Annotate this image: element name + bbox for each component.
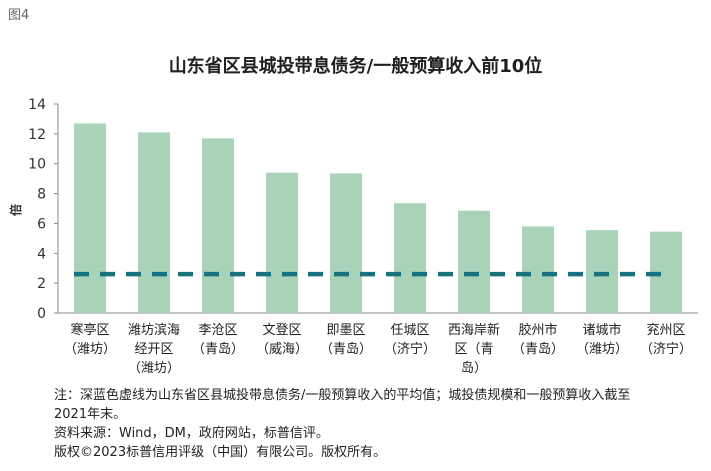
- x-tick-label: 潍坊滨海: [128, 322, 180, 338]
- x-tick-label: 兖州区: [646, 323, 685, 338]
- x-tick-label: 文登区: [262, 323, 301, 338]
- x-tick-label: （威海）: [256, 342, 308, 357]
- y-axis-label: 倍: [8, 204, 23, 216]
- figure-label: 图4: [8, 8, 30, 23]
- bar: [202, 138, 234, 313]
- y-tick-label: 6: [37, 216, 46, 232]
- x-tick-label: 经开区: [134, 342, 173, 357]
- note-line: 2021年末。: [54, 407, 127, 422]
- bar: [394, 203, 426, 313]
- notes: 注：深蓝色虚线为山东省区县城投带息债务/一般预算收入的平均值；城投债规模和一般预…: [54, 386, 630, 462]
- y-tick-label: 4: [37, 246, 46, 262]
- source-line: 资料来源：Wind，DM，政府网站，标普信评。: [54, 426, 329, 441]
- y-tick-label: 10: [28, 157, 46, 173]
- x-tick-label: 诸城市: [582, 322, 621, 338]
- x-tick-label: （济宁）: [384, 341, 436, 357]
- x-tick-label: 胶州市: [518, 322, 557, 338]
- bar: [522, 226, 554, 313]
- bar: [586, 230, 618, 313]
- x-tick-label: （青岛）: [192, 341, 244, 357]
- bar: [74, 123, 106, 314]
- x-tick-label: 李沧区: [198, 322, 237, 338]
- note-line: 注：深蓝色虚线为山东省区县城投带息债务/一般预算收入的平均值；城投债规模和一般预…: [54, 388, 631, 403]
- x-tick-label: 任城区: [390, 323, 429, 338]
- y-tick-label: 14: [28, 97, 46, 113]
- x-tick-label: （济宁）: [640, 341, 692, 357]
- x-tick-label: （青岛）: [320, 341, 372, 357]
- x-tick-label: （潍坊）: [576, 342, 628, 357]
- bar: [138, 132, 170, 313]
- x-tick-label: 区（青: [454, 342, 493, 357]
- y-tick-label: 8: [37, 187, 46, 203]
- x-tick-label: （潍坊）: [128, 361, 180, 376]
- chart-title: 山东省区县城投带息债务/一般预算收入前10位: [168, 56, 543, 77]
- x-tick-label: 寒亭区: [70, 322, 109, 338]
- x-tick-label: （青岛）: [512, 341, 564, 357]
- y-tick-label: 12: [28, 127, 46, 143]
- x-tick-label: 岛）: [461, 360, 487, 376]
- y-tick-label: 0: [37, 306, 46, 322]
- copyright-line: 版权©2023标普信用评级（中国）有限公司。版权所有。: [54, 445, 387, 460]
- y-tick-label: 2: [37, 276, 46, 292]
- x-tick-label: （潍坊）: [64, 342, 116, 357]
- bar: [266, 172, 298, 313]
- x-tick-label: 西海岸新: [448, 322, 500, 338]
- bar: [458, 210, 490, 313]
- x-tick-label: 即墨区: [326, 323, 365, 338]
- bar: [330, 173, 362, 313]
